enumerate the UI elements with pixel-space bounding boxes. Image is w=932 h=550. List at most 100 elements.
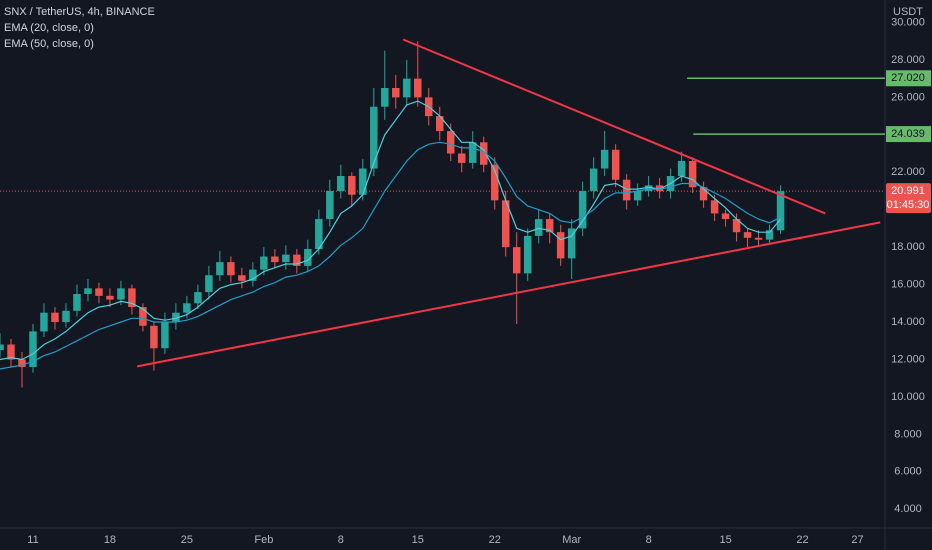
y-tick-label: 12.000 [891, 353, 925, 365]
candle-body [95, 288, 103, 296]
y-tick-label: 26.000 [891, 91, 925, 103]
ema-line [0, 141, 781, 370]
y-tick-label: 22.000 [891, 166, 925, 178]
x-tick-label: 22 [489, 534, 501, 546]
candle-body [304, 249, 312, 266]
candle-body [600, 149, 609, 169]
candle-body [18, 359, 26, 367]
candle-body [458, 153, 466, 163]
candle-body [534, 219, 543, 236]
candle-body [589, 168, 598, 191]
candle-body [578, 190, 587, 229]
y-tick-label: 6.000 [894, 466, 922, 478]
candle-body [501, 200, 510, 248]
candle-body [512, 247, 521, 274]
candle-body [172, 312, 180, 323]
candle-body [556, 232, 565, 259]
x-tick-label: 15 [412, 534, 424, 546]
candle-body [183, 303, 191, 313]
x-tick-label: 25 [181, 534, 193, 546]
x-tick-label: Mar [562, 534, 581, 546]
candle-body [293, 254, 301, 266]
candle-body [611, 149, 620, 180]
candle-body [710, 200, 719, 214]
x-tick-label: 15 [719, 534, 731, 546]
candle-body [490, 164, 499, 201]
x-tick-label: 18 [104, 534, 116, 546]
x-tick-label: 11 [27, 534, 38, 546]
candle-body [523, 235, 532, 274]
candle-body [392, 88, 400, 98]
candle-body [359, 168, 367, 195]
y-tick-label: 30.000 [891, 16, 925, 28]
candle-body [62, 310, 70, 323]
candle-body [84, 288, 92, 294]
candle-body [128, 288, 136, 308]
ema-line [0, 100, 782, 361]
y-tick-label: 16.000 [891, 279, 925, 291]
candle-body [754, 237, 763, 240]
chart-title: SNX / TetherUS, 4h, BINANCE [4, 6, 155, 18]
candle-body [644, 185, 653, 191]
candle-body [622, 179, 631, 201]
candle-body [732, 219, 741, 233]
candle-body [677, 161, 686, 176]
price-label: 20.991 [891, 185, 925, 197]
candle-body [381, 88, 389, 107]
candle-body [238, 275, 246, 281]
x-tick-label: 8 [646, 534, 652, 546]
level-label: 24.039 [891, 128, 925, 140]
candle-body [326, 190, 334, 220]
level-label-box [886, 70, 931, 87]
candle-body [0, 344, 4, 351]
candle-body [51, 312, 59, 323]
candle-body [29, 331, 37, 367]
candle-body [479, 142, 488, 165]
trend-line [136, 221, 881, 368]
candle-body [271, 256, 279, 263]
candle-body [106, 295, 114, 300]
currency-label: USDT [893, 6, 923, 18]
level-label: 27.020 [891, 72, 925, 84]
candle-body [282, 254, 290, 263]
candle-body [468, 142, 477, 163]
candle-body [721, 213, 730, 220]
x-tick-label: Feb [254, 534, 273, 546]
candle-body [194, 292, 202, 304]
candle-body [403, 78, 411, 98]
candle-body [249, 269, 257, 281]
y-tick-label: 14.000 [891, 316, 925, 328]
candle-body [337, 176, 345, 191]
x-tick-label: 8 [338, 534, 344, 546]
candle-body [447, 131, 455, 154]
candle-body [414, 78, 422, 98]
candle-body [688, 161, 697, 188]
candle-body [150, 325, 158, 349]
candle-body [205, 275, 213, 293]
y-tick-label: 8.000 [894, 428, 922, 440]
candle-body [260, 256, 268, 270]
candle-body [765, 230, 774, 240]
candle-body [40, 312, 48, 332]
candle-body [227, 262, 235, 276]
candle-body [7, 344, 15, 360]
candle-body [161, 322, 169, 349]
y-tick-label: 4.000 [894, 503, 922, 515]
candle-body [73, 293, 81, 311]
y-tick-label: 18.000 [891, 241, 925, 253]
trend-line [402, 38, 826, 215]
candle-body [776, 191, 785, 231]
candle-body [699, 187, 708, 201]
candle-body [117, 288, 125, 300]
candle-body [139, 307, 147, 326]
candle-body [633, 190, 642, 201]
candle-body [436, 116, 444, 132]
candle-body [216, 262, 224, 276]
candle-body [545, 219, 554, 233]
x-tick-label: 22 [796, 534, 808, 546]
legend-entry: EMA (20, close, 0) [4, 22, 94, 34]
candle-body [743, 232, 752, 238]
